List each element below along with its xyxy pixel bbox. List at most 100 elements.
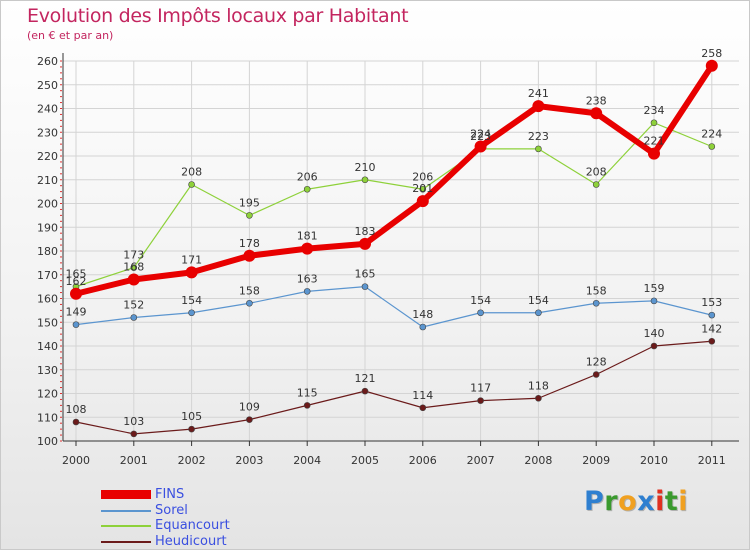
data-point-equancourt xyxy=(303,185,311,193)
data-point-heudicourt xyxy=(592,371,600,378)
y-tick-label: 150 xyxy=(37,316,58,329)
logo-letter: r xyxy=(604,486,619,517)
data-point-heudicourt xyxy=(188,425,195,433)
y-tick-label: 180 xyxy=(37,245,58,258)
y-tick-label: 230 xyxy=(37,126,58,139)
data-label-fins: 181 xyxy=(297,230,318,243)
data-label-sorel: 148 xyxy=(412,308,433,321)
data-label-fins: 168 xyxy=(123,261,144,274)
x-tick-label: 2010 xyxy=(640,454,668,467)
data-point-equancourt xyxy=(130,264,138,271)
data-label-sorel: 153 xyxy=(701,296,722,309)
data-label-equancourt: 210 xyxy=(355,161,376,174)
y-tick-label: 160 xyxy=(37,293,58,306)
data-label-fins: 238 xyxy=(586,94,607,107)
data-point-heudicourt xyxy=(130,430,138,438)
data-point-fins xyxy=(359,237,371,250)
data-point-heudicourt xyxy=(303,402,311,409)
x-tick-label: 2009 xyxy=(582,454,610,467)
legend-label-sorel: Sorel xyxy=(155,502,188,518)
x-tick-label: 2005 xyxy=(351,454,379,467)
data-label-fins: 224 xyxy=(470,128,491,141)
data-point-fins xyxy=(416,195,429,208)
logo-letter: o xyxy=(618,486,638,517)
data-label-sorel: 158 xyxy=(586,284,607,297)
y-tick-label: 140 xyxy=(37,340,58,353)
data-point-sorel xyxy=(72,321,80,328)
series-line-sorel xyxy=(75,286,713,328)
y-tick-label: 190 xyxy=(37,221,58,234)
data-point-sorel xyxy=(361,283,369,290)
data-label-heudicourt: 118 xyxy=(528,379,549,392)
data-point-heudicourt xyxy=(361,387,369,395)
data-label-heudicourt: 114 xyxy=(412,389,433,402)
y-tick-label: 220 xyxy=(37,150,58,163)
legend-label-heudicourt: Heudicourt xyxy=(155,533,227,549)
data-label-sorel: 158 xyxy=(239,284,260,297)
legend-swatch-heudicourt xyxy=(101,540,151,543)
logo-letter: P xyxy=(584,486,605,517)
data-point-heudicourt xyxy=(72,418,80,426)
data-point-heudicourt xyxy=(650,342,658,350)
data-point-equancourt xyxy=(419,185,427,193)
logo-letter: x xyxy=(637,486,656,517)
data-point-fins xyxy=(648,147,660,160)
data-point-sorel xyxy=(650,297,658,305)
logo-letter: i xyxy=(678,486,689,517)
data-label-equancourt: 223 xyxy=(470,130,491,143)
data-label-sorel: 154 xyxy=(181,294,202,307)
x-tick-label: 2004 xyxy=(293,454,321,467)
logo-letter: t xyxy=(664,486,679,517)
y-tick-label: 120 xyxy=(37,388,58,401)
data-point-fins xyxy=(590,107,603,120)
data-point-fins xyxy=(70,287,82,300)
data-point-equancourt xyxy=(361,176,369,184)
data-label-equancourt: 165 xyxy=(66,268,87,281)
proxiti-logo: Proxiti xyxy=(584,486,688,517)
x-tick-label: 2008 xyxy=(524,454,552,467)
y-tick-label: 200 xyxy=(37,198,58,211)
data-point-equancourt xyxy=(535,145,542,153)
x-tick-label: 2002 xyxy=(178,454,206,467)
x-tick-label: 2006 xyxy=(409,454,437,467)
data-point-sorel xyxy=(303,288,311,295)
data-point-sorel xyxy=(419,323,427,331)
data-label-equancourt: 208 xyxy=(586,166,607,179)
legend-label-fins: FINS xyxy=(155,487,185,502)
data-point-equancourt xyxy=(592,181,600,188)
data-label-sorel: 154 xyxy=(528,294,549,307)
data-point-fins xyxy=(243,249,256,262)
data-label-sorel: 159 xyxy=(644,282,665,295)
x-tick-label: 2000 xyxy=(62,454,90,467)
data-label-fins: 183 xyxy=(355,225,376,238)
y-tick-label: 210 xyxy=(37,174,58,187)
legend-item-sorel: Sorel xyxy=(101,503,351,519)
data-point-heudicourt xyxy=(477,397,484,404)
data-label-fins: 241 xyxy=(528,87,549,100)
y-tick-label: 130 xyxy=(37,364,58,377)
data-point-sorel xyxy=(535,309,542,317)
data-point-fins xyxy=(127,273,140,286)
y-tick-label: 170 xyxy=(37,269,58,282)
data-point-fins xyxy=(301,242,314,255)
logo-letter: i xyxy=(655,486,665,517)
data-point-sorel xyxy=(130,314,138,321)
data-label-equancourt: 206 xyxy=(297,170,318,183)
data-point-heudicourt xyxy=(708,337,716,345)
data-label-sorel: 149 xyxy=(66,306,87,319)
data-point-equancourt xyxy=(650,119,658,127)
data-label-fins: 258 xyxy=(701,47,722,60)
data-point-fins xyxy=(705,59,718,72)
data-point-fins xyxy=(532,100,545,113)
data-label-fins: 162 xyxy=(66,275,87,288)
data-point-equancourt xyxy=(246,212,253,219)
data-label-heudicourt: 128 xyxy=(586,356,607,369)
data-label-fins: 221 xyxy=(644,135,665,148)
data-point-fins xyxy=(474,140,487,153)
legend-swatch-equancourt xyxy=(101,525,151,527)
x-tick-label: 2007 xyxy=(467,454,495,467)
data-label-fins: 178 xyxy=(239,237,260,250)
y-tick-label: 260 xyxy=(37,55,58,68)
